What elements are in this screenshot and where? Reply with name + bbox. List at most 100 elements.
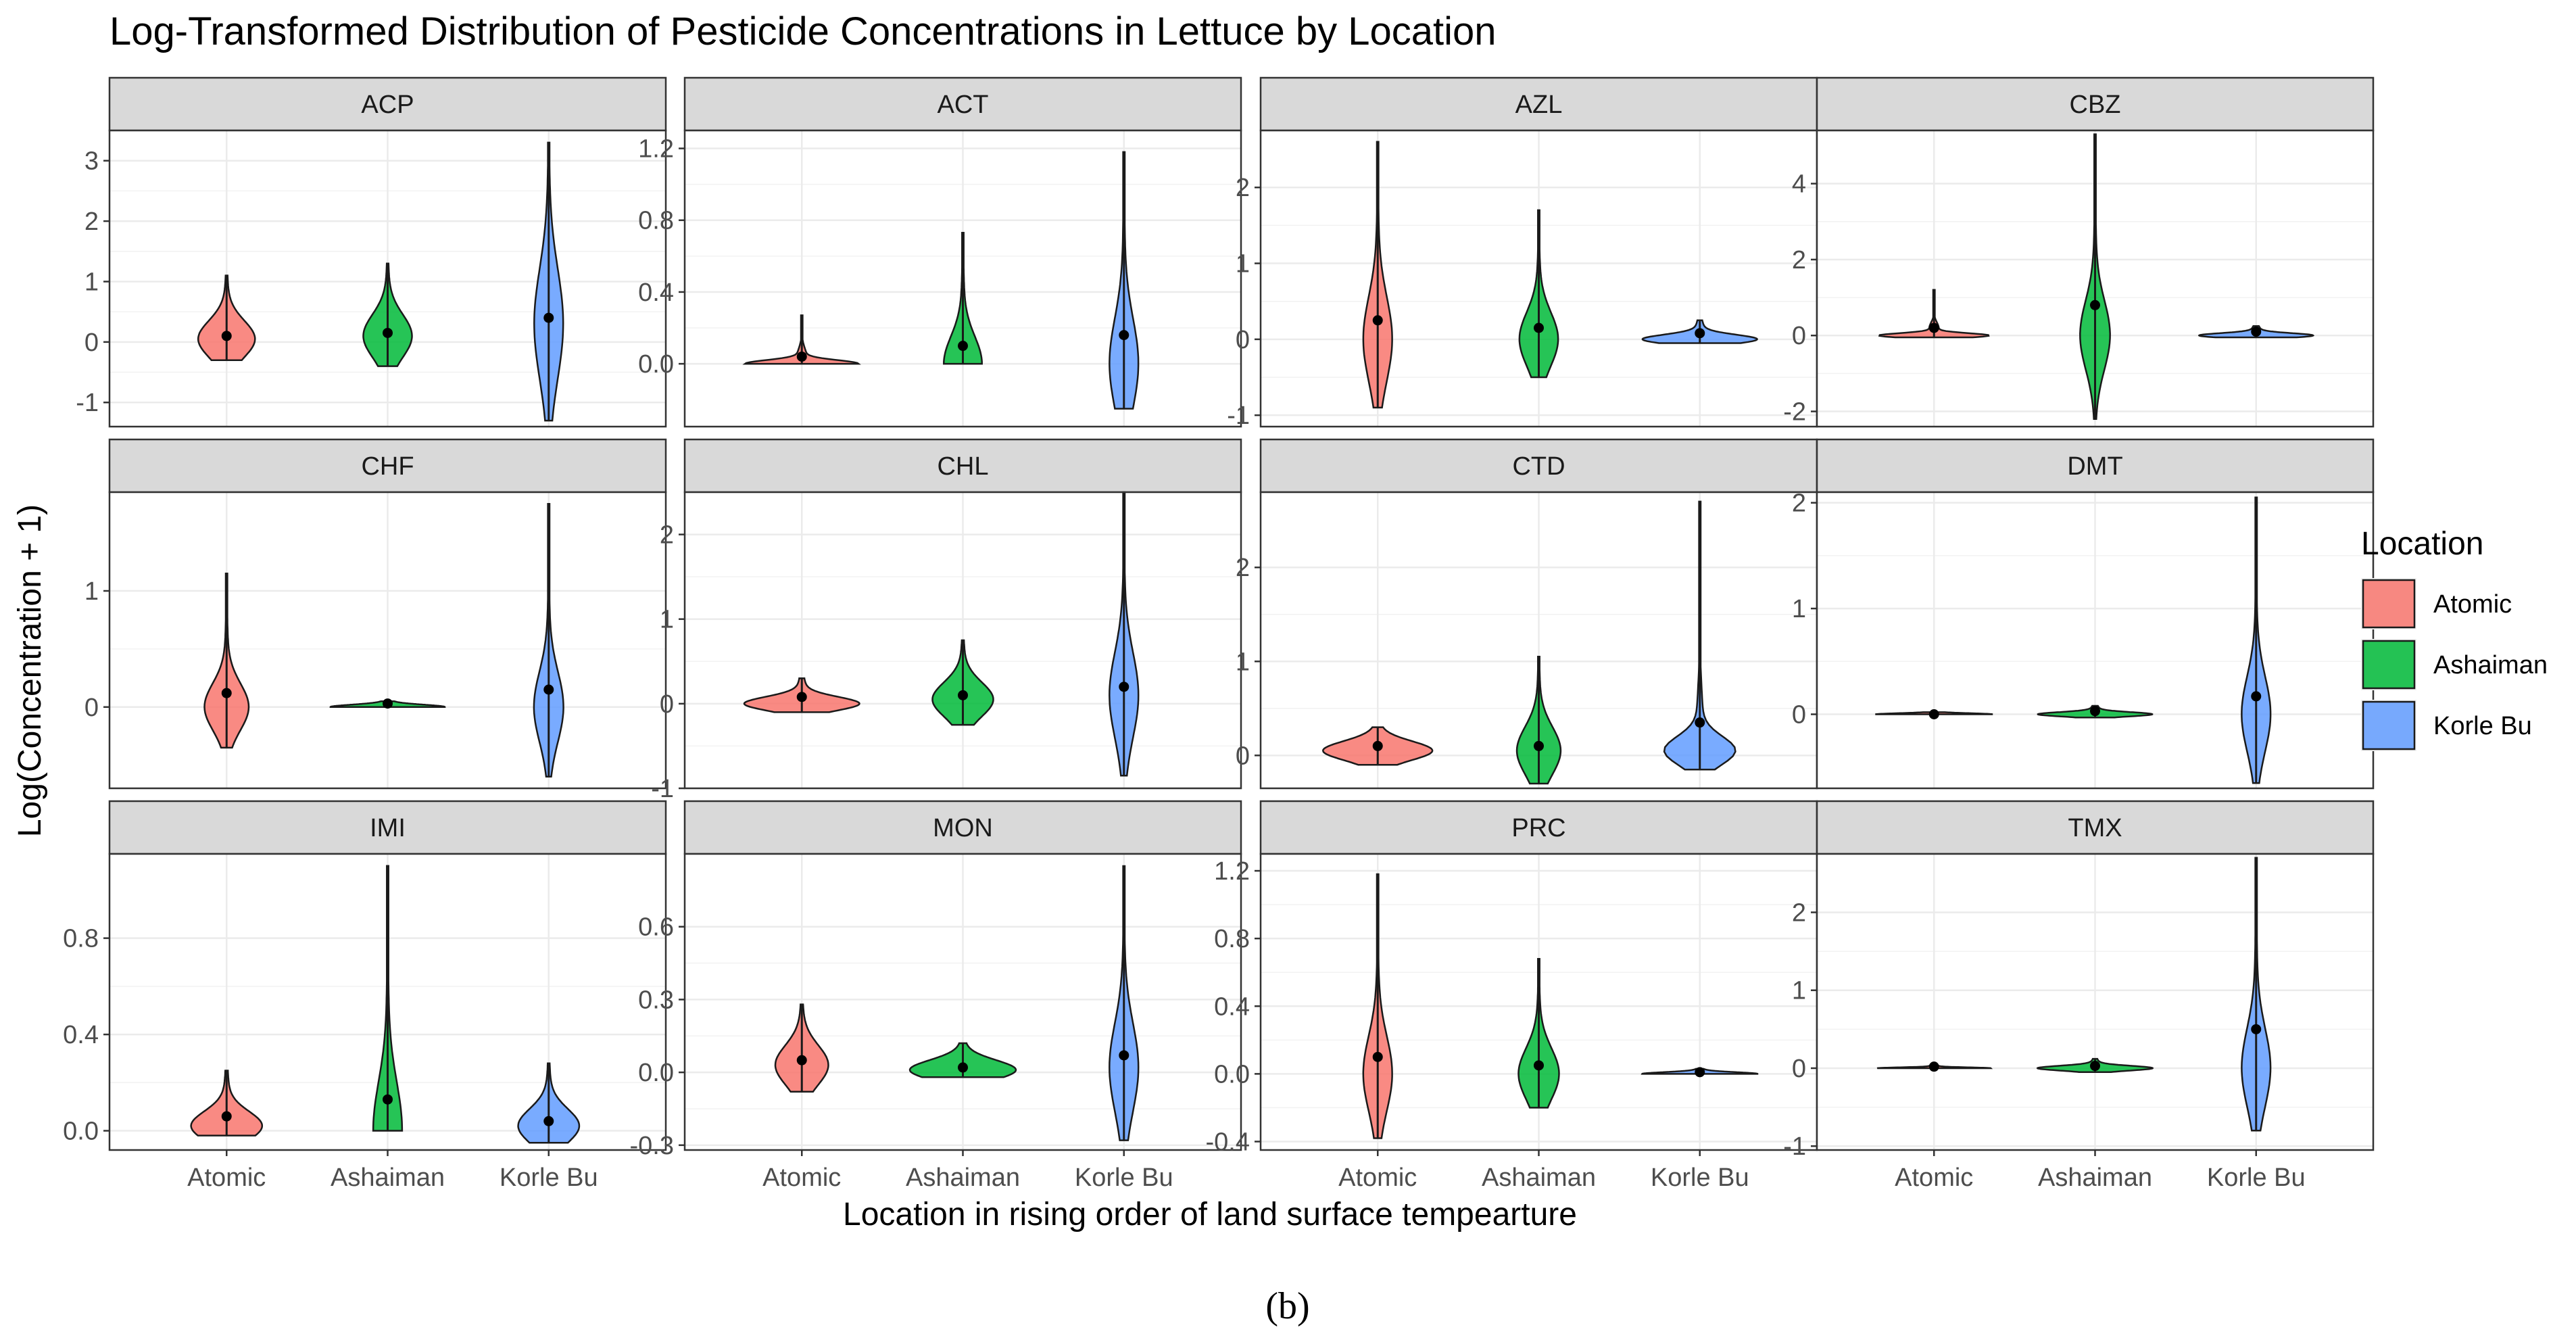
panel-imi: IMI 0.0 0.4 0.8 Atomic Ashaiman Korle Bu <box>63 800 667 1192</box>
mean-point <box>958 341 968 352</box>
y-tick-label: 0.0 <box>638 350 674 379</box>
x-tick-label: Atomic <box>1895 1164 1973 1192</box>
legend-swatch <box>2362 640 2416 690</box>
y-tick-label: 0 <box>84 694 99 722</box>
y-tick-label: 0.4 <box>638 279 674 307</box>
y-tick-label: 1.2 <box>1214 857 1250 886</box>
x-tick-label: Atomic <box>1338 1164 1417 1192</box>
x-tick-label: Atomic <box>187 1164 266 1192</box>
x-tick-label: Ashaiman <box>906 1164 1020 1192</box>
panel-border <box>683 491 1242 790</box>
figure-caption: (b) <box>1265 1285 1309 1327</box>
y-tick-label: 2 <box>84 208 99 236</box>
panel-ctd: CTD 0 1 2 <box>1236 438 1818 790</box>
mean-point <box>543 312 554 323</box>
y-tick-label: 0.8 <box>1214 925 1250 953</box>
mean-point <box>1534 1060 1544 1071</box>
y-tick-label: 0.4 <box>63 1021 99 1049</box>
facet-strip <box>1816 438 2375 494</box>
y-tick-label: 0.4 <box>1214 992 1250 1021</box>
y-tick-label: 0 <box>660 690 674 719</box>
mean-point <box>1928 322 1939 333</box>
panel-chf: CHF 0 1 <box>84 438 667 790</box>
mean-point <box>1695 717 1705 728</box>
y-tick-label: 2 <box>1236 174 1250 202</box>
x-tick-label: Korle Bu <box>1075 1164 1173 1192</box>
x-tick-label: Ashaiman <box>1482 1164 1596 1192</box>
facet-strip-label: AZL <box>1515 91 1563 119</box>
y-tick-label: 3 <box>84 147 99 176</box>
y-tick-label: 0 <box>1792 322 1806 350</box>
y-tick-label: 1 <box>84 577 99 606</box>
facet-strip-label: TMX <box>2068 814 2122 842</box>
y-axis-title: Log(Concentration + 1) <box>12 504 48 837</box>
mean-point <box>958 690 968 700</box>
facet-strip-label: CHL <box>937 452 988 481</box>
facet-panels: ACP -1 0 1 2 3 ACT 0.0 0.4 0.8 1.2 AZL -1 0 1 2 CBZ -2 0 2 4… <box>63 76 2375 1192</box>
legend-label: Ashaiman <box>2433 651 2548 679</box>
mean-point <box>1695 1067 1705 1078</box>
legend-label: Atomic <box>2433 590 2512 619</box>
panel-border <box>108 129 667 428</box>
y-tick-label: 1 <box>1236 648 1250 676</box>
mean-point <box>543 1116 554 1126</box>
y-tick-label: 0.6 <box>638 913 674 942</box>
mean-point <box>1534 740 1544 751</box>
panel-dmt: DMT 0 1 2 <box>1792 438 2375 790</box>
mean-point <box>2251 1024 2262 1034</box>
mean-point <box>1119 1050 1129 1061</box>
panel-mon: MON -0.3 0.0 0.3 0.6 Atomic Ashaiman Korle Bu <box>630 800 1242 1192</box>
mean-point <box>543 684 554 695</box>
panel-act: ACT 0.0 0.4 0.8 1.2 <box>638 76 1242 428</box>
y-tick-label: 0 <box>1236 742 1250 770</box>
mean-point <box>796 351 807 362</box>
y-tick-label: 1 <box>1236 250 1250 279</box>
y-tick-label: -1 <box>1783 1132 1806 1161</box>
mean-point <box>958 1062 968 1073</box>
legend-swatch <box>2362 579 2416 629</box>
facet-strip-label: CHF <box>361 452 414 481</box>
mean-point <box>221 331 232 341</box>
y-tick-label: 4 <box>1792 170 1806 199</box>
y-tick-label: 0.0 <box>63 1118 99 1146</box>
y-tick-label: 1 <box>1792 977 1806 1005</box>
y-tick-label: -0.4 <box>1206 1128 1250 1156</box>
mean-point <box>1372 1051 1383 1062</box>
x-axis-title: Location in rising order of land surface… <box>843 1197 1577 1233</box>
panel-acp: ACP -1 0 1 2 3 <box>76 76 667 428</box>
y-tick-label: 1.2 <box>638 135 674 164</box>
legend: Location Atomic Ashaiman Korle Bu <box>2361 526 2548 751</box>
y-tick-label: 0 <box>1792 701 1806 729</box>
facet-strip <box>108 800 667 855</box>
panel-prc: PRC -0.4 0.0 0.4 0.8 1.2 Atomic Ashaiman Korle B… <box>1206 800 1818 1192</box>
panel-border <box>108 491 667 790</box>
y-tick-label: 0 <box>1236 326 1250 354</box>
legend-title: Location <box>2361 526 2483 562</box>
facet-strip-label: ACT <box>938 91 989 119</box>
y-tick-label: -0.3 <box>630 1132 674 1160</box>
panel-border <box>1816 129 2375 428</box>
mean-point <box>383 327 393 338</box>
x-tick-label: Ashaiman <box>331 1164 445 1192</box>
panel-tmx: TMX -1 0 1 2 Atomic Ashaiman Korle Bu <box>1783 800 2375 1192</box>
mean-point <box>1928 1061 1939 1072</box>
panel-azl: AZL -1 0 1 2 <box>1227 76 1818 430</box>
x-tick-label: Korle Bu <box>1651 1164 1749 1192</box>
y-tick-label: -2 <box>1783 398 1806 427</box>
chart-title: Log-Transformed Distribution of Pesticid… <box>110 9 1497 53</box>
facet-strip <box>108 76 667 132</box>
y-tick-label: 0.8 <box>638 207 674 235</box>
y-tick-label: 2 <box>1792 899 1806 927</box>
y-tick-label: 1 <box>660 606 674 634</box>
mean-point <box>2090 706 2100 717</box>
facet-strip-label: CBZ <box>2070 91 2121 119</box>
facet-strip <box>1816 76 2375 132</box>
y-tick-label: 1 <box>1792 595 1806 623</box>
mean-point <box>1119 681 1129 692</box>
x-tick-label: Korle Bu <box>500 1164 598 1192</box>
facet-strip-label: MON <box>933 814 993 842</box>
panel-border <box>683 129 1242 428</box>
mean-point <box>1534 322 1544 333</box>
legend-label: Korle Bu <box>2433 712 2532 740</box>
